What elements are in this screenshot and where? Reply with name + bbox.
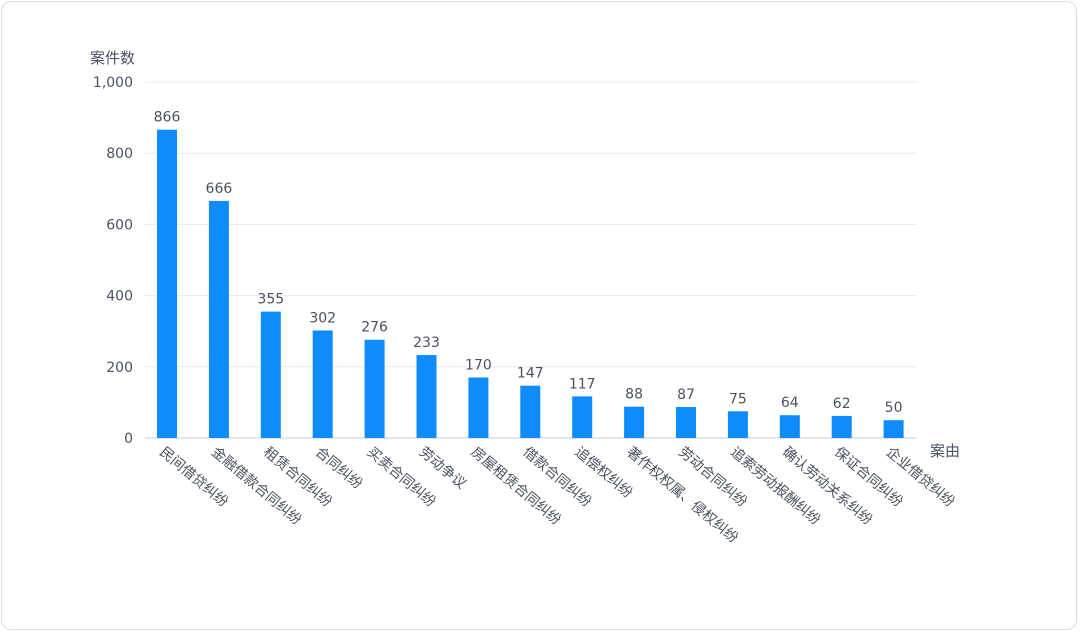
bar (468, 377, 489, 438)
x-axis-label: 案由 (930, 442, 960, 460)
bar-value-label: 355 (257, 292, 284, 308)
bar-value-label: 50 (885, 400, 903, 416)
bar (572, 396, 593, 438)
bar-value-label: 302 (309, 310, 336, 326)
bar-value-label: 87 (677, 387, 695, 403)
bar (624, 406, 645, 438)
bar-value-label: 233 (413, 335, 440, 351)
bar-value-label: 75 (729, 391, 747, 407)
y-tick-label: 0 (124, 431, 133, 447)
x-category-label: 房屋租赁合同纠纷 (468, 444, 564, 528)
bar (208, 200, 229, 438)
y-tick-label: 400 (106, 289, 133, 305)
bars (157, 129, 904, 439)
bar-value-label: 666 (206, 181, 233, 197)
bar (260, 311, 281, 438)
bar-value-label: 170 (465, 357, 492, 373)
bar (831, 415, 852, 438)
y-axis-ticks: 0 200 400 600 800 1,000 (93, 75, 133, 447)
bar-value-label: 62 (833, 396, 851, 412)
y-axis-label: 案件数 (90, 49, 135, 67)
bar (727, 411, 748, 438)
y-tick-label: 800 (106, 146, 133, 162)
category-labels: 民间借贷纠纷金融借款合同纠纷租赁合同纠纷合同纠纷买卖合同纠纷劳动争议房屋租赁合同… (156, 443, 958, 546)
bar (157, 129, 177, 439)
bar (779, 415, 800, 438)
bar (416, 355, 437, 438)
value-labels: 866 666 355 302 276 233 170 147 117 88 87 75 64 62 50 (154, 110, 903, 416)
x-category-label: 确认劳动关系纠纷 (779, 444, 875, 528)
bar (312, 330, 333, 438)
bar (520, 385, 541, 438)
x-category-label: 追索劳动报酬纠纷 (727, 443, 824, 528)
bar-value-label: 64 (781, 395, 799, 411)
y-tick-label: 200 (106, 360, 133, 376)
y-tick-label: 600 (106, 217, 133, 233)
bar (883, 420, 904, 438)
x-category-label: 金融借款合同纠纷 (208, 444, 304, 528)
bar-value-label: 147 (517, 366, 544, 382)
bar (676, 407, 696, 438)
bar-value-label: 866 (154, 110, 181, 126)
gridlines (145, 81, 916, 368)
bar (364, 339, 385, 438)
bar-value-label: 117 (569, 376, 596, 392)
y-tick-label: 1,000 (93, 75, 133, 91)
bar-value-label: 276 (361, 320, 388, 336)
bar-value-label: 88 (625, 387, 643, 403)
